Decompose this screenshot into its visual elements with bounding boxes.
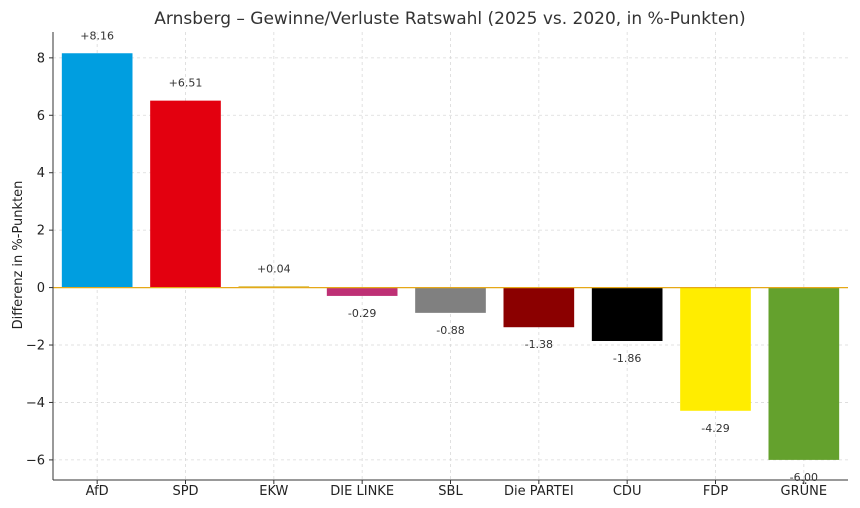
y-tick-label: −2 <box>26 339 45 354</box>
y-tick-label: 4 <box>37 166 45 181</box>
bar <box>680 287 751 411</box>
data-label: +8.16 <box>80 29 114 42</box>
data-labels: +8.16 +6.51 +0.04 -0.29 -0.88 -1.38 -1.86 -4.29… <box>80 29 818 484</box>
bar-layer <box>61 53 840 460</box>
y-tick-labels: −6 −4 −2 0 2 4 6 8 <box>26 51 53 468</box>
y-tick-label: 2 <box>37 224 45 239</box>
bar <box>503 287 575 328</box>
x-tick-label: DIE LINKE <box>330 484 394 499</box>
data-label: +0.04 <box>257 262 291 275</box>
data-label: -4.29 <box>701 422 729 435</box>
y-tick-label: 0 <box>37 281 45 296</box>
data-label: -1.38 <box>525 338 553 351</box>
y-tick-label: 8 <box>37 51 45 66</box>
chart-title: Arnsberg – Gewinne/Verluste Ratswahl (20… <box>154 9 745 29</box>
bar <box>61 53 133 288</box>
x-tick-label: AfD <box>86 484 109 499</box>
data-label: +6.51 <box>169 77 203 90</box>
x-tick-labels: AfD SPD EKW DIE LINKE SBL Die PARTEI CDU FDP GRÜ… <box>86 480 827 499</box>
x-tick-label: FDP <box>703 484 728 499</box>
x-tick-label: CDU <box>613 484 642 499</box>
x-tick-label: SBL <box>438 484 463 499</box>
y-tick-label: −4 <box>26 396 45 411</box>
data-label: -0.88 <box>436 324 464 337</box>
data-label: -0.29 <box>348 307 376 320</box>
bar <box>591 287 663 342</box>
bar <box>768 287 840 460</box>
x-tick-label: EKW <box>259 484 288 499</box>
bar <box>326 287 398 296</box>
data-label: -6.00 <box>790 471 818 484</box>
data-label: -1.86 <box>613 352 641 365</box>
x-tick-label: GRÜNE <box>781 482 828 499</box>
bar <box>415 287 486 313</box>
x-tick-label: SPD <box>172 484 198 499</box>
y-tick-label: −6 <box>26 453 45 468</box>
y-tick-label: 6 <box>37 109 45 124</box>
x-tick-label: Die PARTEI <box>504 484 574 499</box>
bar <box>150 100 221 288</box>
y-axis-label: Differenz in %-Punkten <box>11 181 26 330</box>
